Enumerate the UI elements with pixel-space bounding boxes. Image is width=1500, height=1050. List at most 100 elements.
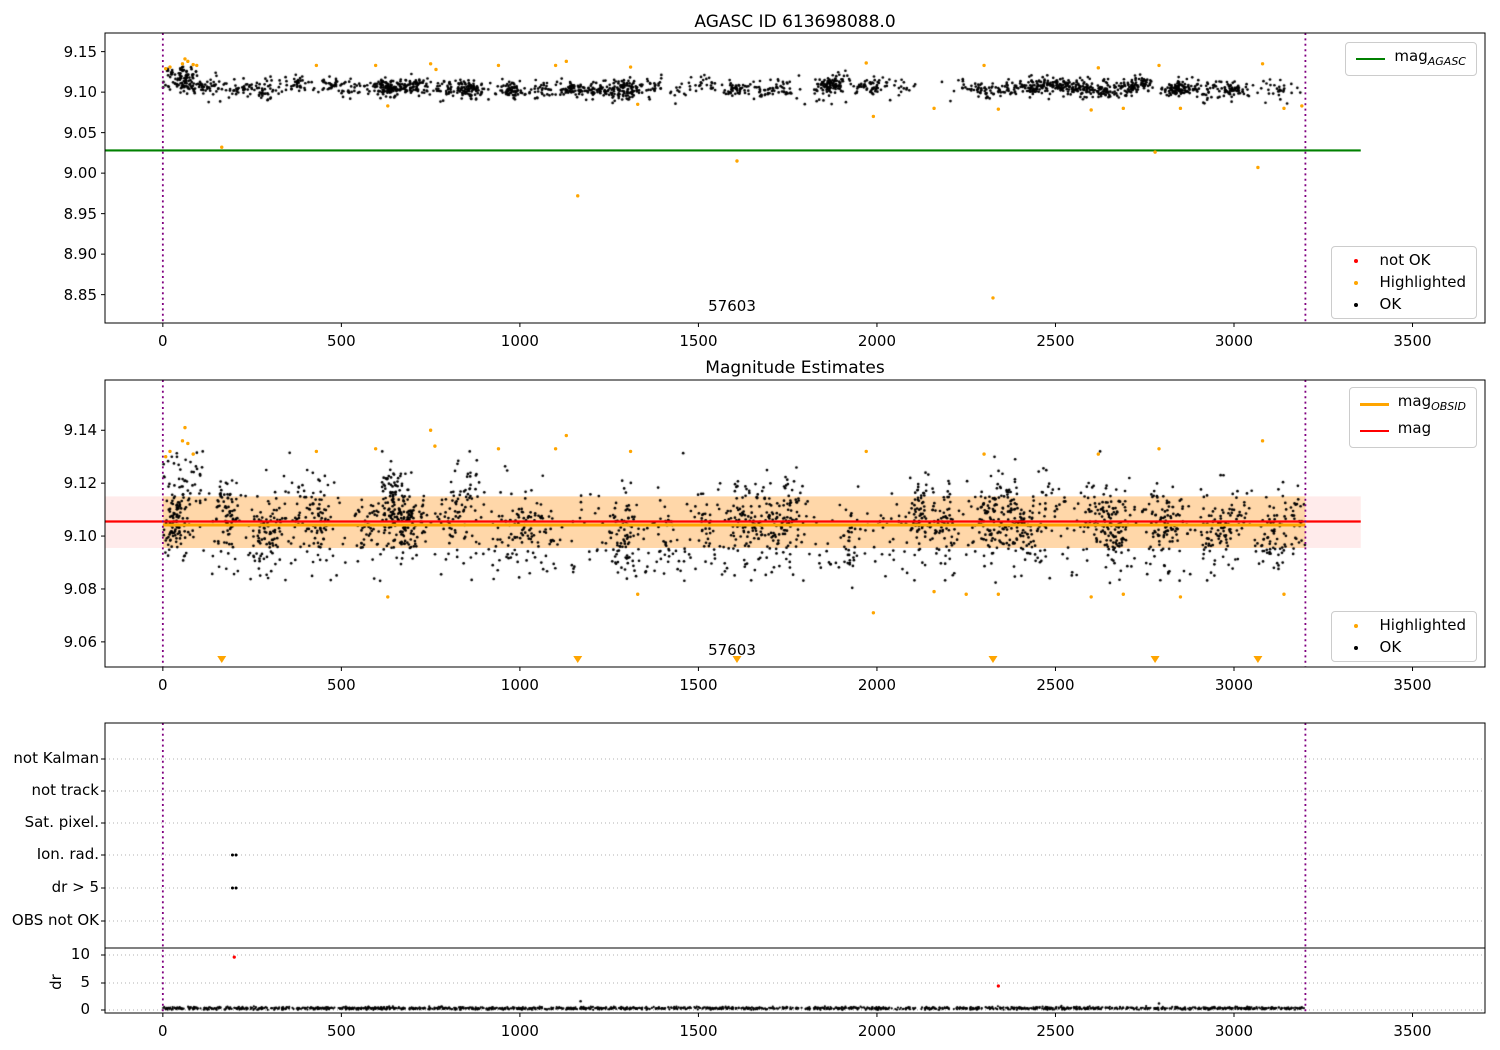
highlighted-point	[180, 62, 185, 66]
highlighted-point	[373, 63, 378, 68]
highlighted-point	[564, 433, 569, 438]
tick-label: 2500	[1036, 332, 1075, 350]
tick-label: 500	[327, 332, 356, 350]
highlighted-point	[1153, 150, 1157, 154]
axes-border	[104, 32, 1486, 324]
black-dot-sample-icon	[1354, 302, 1359, 307]
tick-label: OBS not OK	[11, 911, 99, 929]
tick-label: 0	[158, 332, 168, 350]
tick-label: 2500	[1036, 1022, 1075, 1040]
tick-label: 3000	[1214, 676, 1254, 694]
highlighted-point	[168, 65, 172, 69]
tick-label: 1500	[679, 332, 718, 350]
highlighted-point	[386, 595, 390, 599]
highlighted-point	[982, 63, 986, 68]
highlighted-point	[1178, 106, 1183, 111]
highlighted-point	[982, 452, 986, 456]
tick-label: not Kalman	[13, 749, 99, 767]
highlighted-point	[636, 102, 640, 106]
highlighted-point	[386, 104, 390, 108]
highlighted-point	[434, 67, 438, 72]
green-line-sample-icon	[1356, 58, 1386, 60]
highlighted-point	[576, 194, 580, 198]
highlighted-point	[428, 428, 433, 432]
tick-label: 3000	[1214, 332, 1254, 350]
highlighted-point	[373, 447, 378, 451]
highlighted-point	[433, 444, 437, 448]
legend-entry-mag: mag	[1359, 420, 1466, 442]
highlighted-point	[496, 447, 501, 451]
highlighted-point	[183, 425, 187, 430]
flag-point	[234, 853, 238, 857]
highlighted-point	[1256, 165, 1260, 170]
tick-label: 1000	[500, 1022, 539, 1040]
highlighted-point	[964, 592, 968, 596]
highlighted-point	[996, 107, 1001, 111]
clipped-low-triangle-icon	[1150, 656, 1160, 663]
highlighted-point	[1260, 62, 1265, 66]
legend-entry-ok-mid: OK	[1342, 639, 1466, 656]
highlighted-point	[564, 59, 569, 64]
highlighted-point	[163, 66, 168, 71]
highlighted-point	[186, 441, 190, 446]
clipped-low-triangle-icon	[217, 656, 227, 663]
tick-label: 2000	[857, 1022, 897, 1040]
highlighted-point	[864, 449, 868, 454]
flag-point	[234, 886, 238, 890]
obsid-annotation-top: 57603	[708, 297, 756, 315]
red-line-sample-icon	[1359, 430, 1389, 432]
highlighted-point	[864, 61, 868, 65]
tick-label: 8.90	[63, 245, 97, 264]
clipped-low-triangle-icon	[732, 656, 742, 663]
red-dot-sample-icon	[1354, 258, 1359, 263]
highlighted-point	[1260, 439, 1265, 443]
highlighted-point	[1178, 595, 1183, 599]
legend-mag-lines: magOBSID mag	[1348, 387, 1477, 448]
legend-middle-markers: Highlighted OK	[1330, 611, 1477, 662]
tick-label: 10	[70, 945, 90, 963]
highlighted-point	[195, 63, 199, 68]
tick-label: 9.10	[63, 527, 97, 546]
obsid-annotation-middle: 57603	[708, 641, 756, 659]
highlighted-point	[1096, 452, 1101, 456]
legend-entry-mag-obsid: magOBSID	[1359, 392, 1466, 415]
legend-label-mag-agasc: magAGASC	[1394, 47, 1466, 69]
highlighted-point	[191, 452, 195, 456]
tick-label: 9.00	[63, 164, 97, 183]
legend-entry-not-ok: not OK	[1342, 252, 1466, 269]
highlighted-point	[1096, 66, 1101, 70]
not-ok-point	[996, 984, 1000, 988]
highlighted-point	[636, 592, 640, 596]
highlighted-point	[996, 592, 1001, 596]
tick-label: 2000	[857, 676, 897, 694]
tick-label: 9.05	[63, 123, 97, 142]
legend-label-mag-obsid: magOBSID	[1397, 392, 1466, 414]
legend-label-ok: OK	[1379, 295, 1402, 313]
tick-label: 0	[158, 676, 168, 694]
tick-label: 0	[80, 1000, 90, 1018]
highlighted-point	[1157, 447, 1161, 451]
highlighted-point	[1121, 592, 1126, 596]
tick-label: Sat. pixel.	[24, 813, 99, 831]
highlighted-point	[735, 159, 739, 163]
tick-label: 9.12	[63, 474, 97, 493]
highlighted-point	[1157, 63, 1161, 68]
legend-label-highlighted: Highlighted	[1379, 273, 1466, 291]
axes-border	[104, 379, 1486, 668]
highlighted-point	[180, 439, 185, 443]
tick-label: 0	[158, 1022, 168, 1040]
tick-label: 1500	[679, 676, 718, 694]
highlighted-point	[1282, 592, 1286, 596]
highlighted-point	[932, 106, 936, 111]
highlighted-point	[220, 145, 224, 149]
tick-label: 2000	[857, 332, 897, 350]
highlighted-point	[186, 59, 190, 64]
clipped-low-triangle-icon	[573, 656, 583, 663]
orange-line-sample-icon	[1359, 402, 1389, 406]
tick-label: 3500	[1393, 332, 1432, 350]
tick-label: 3500	[1393, 676, 1432, 694]
tick-label: 8.85	[63, 285, 97, 304]
tick-label: 8.95	[63, 204, 97, 223]
highlighted-point	[1121, 106, 1126, 111]
